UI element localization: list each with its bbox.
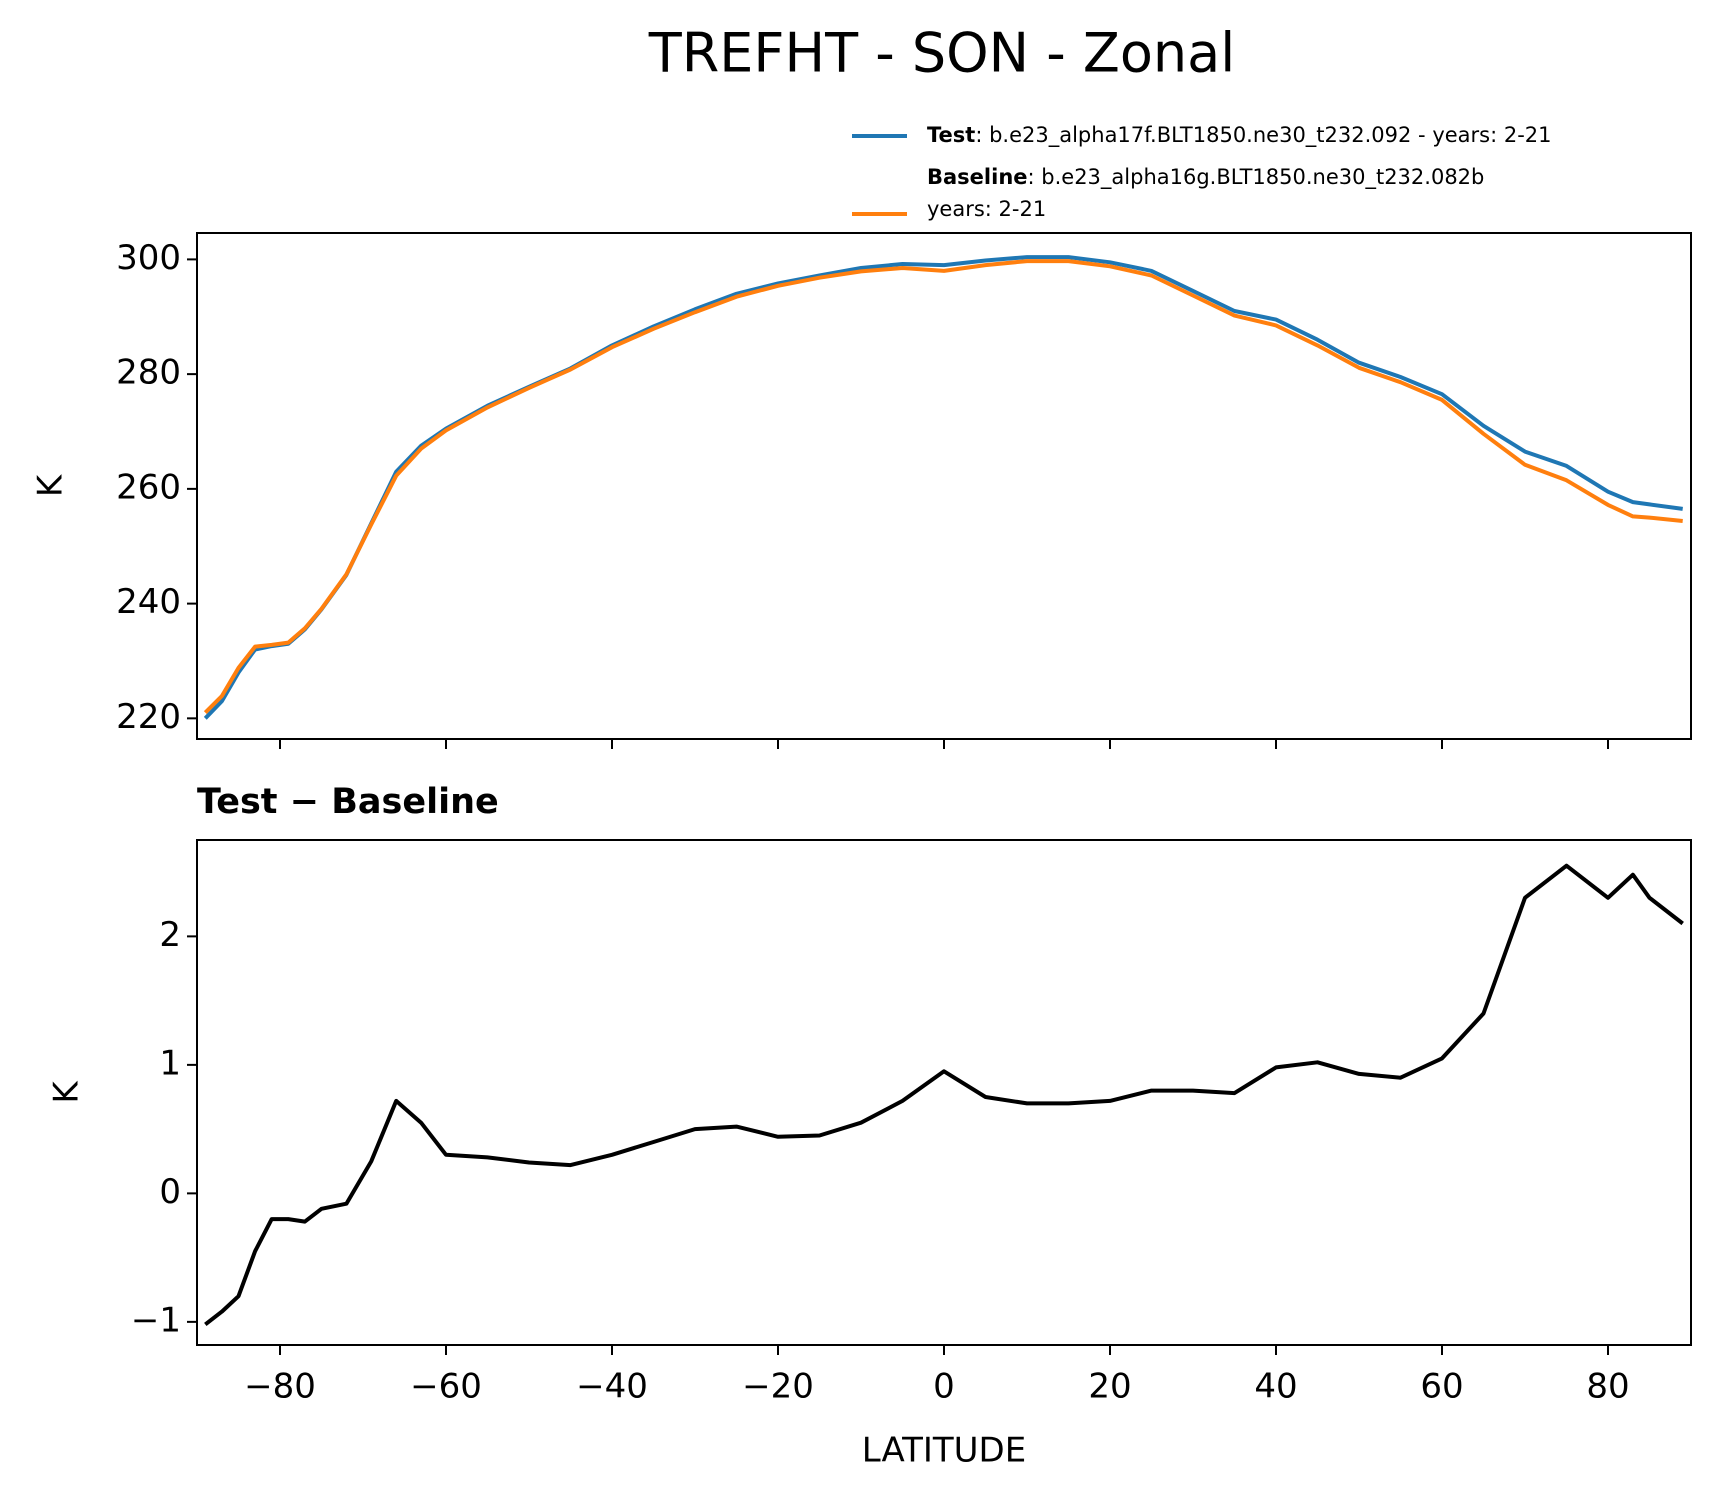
y-tick-label: 300 <box>116 238 181 278</box>
x-tick-label: 0 <box>933 1367 955 1407</box>
legend-name: Test <box>927 123 975 147</box>
legend-label: : b.e23_alpha17f.BLT1850.ne30_t232.092 -… <box>975 123 1551 148</box>
y-tick-label: 2 <box>159 915 181 955</box>
y-axis-label: K <box>31 473 71 497</box>
legend-entry: Test: b.e23_alpha17f.BLT1850.ne30_t232.0… <box>927 123 1552 148</box>
legend-label: : b.e23_alpha16g.BLT1850.ne30_t232.082b <box>1028 165 1485 190</box>
x-tick-label: −40 <box>576 1367 648 1407</box>
data-line <box>204 863 1684 1326</box>
y-tick-label: 260 <box>116 467 181 507</box>
x-tick-label: 80 <box>1586 1367 1629 1407</box>
legend-entry: Baseline: b.e23_alpha16g.BLT1850.ne30_t2… <box>927 165 1484 190</box>
y-tick-label: −1 <box>131 1300 181 1340</box>
y-tick-label: 240 <box>116 582 181 622</box>
x-tick-label: 40 <box>1254 1367 1297 1407</box>
data-line <box>203 259 1683 715</box>
x-axis-label: LATITUDE <box>862 1431 1026 1471</box>
axes-frame <box>196 839 1692 1346</box>
x-tick-label: 60 <box>1420 1367 1463 1407</box>
y-tick-label: 280 <box>116 353 181 393</box>
legend-label: years: 2-21 <box>927 197 1046 221</box>
x-tick-label: −80 <box>244 1367 316 1407</box>
axes-frame <box>196 232 1692 740</box>
legend-name: Baseline <box>927 165 1028 189</box>
y-tick-label: 220 <box>116 697 181 737</box>
subplot-title: Test − Baseline <box>197 782 499 822</box>
data-line <box>203 255 1683 720</box>
y-axis-label: K <box>47 1080 87 1104</box>
y-tick-label: 1 <box>159 1043 181 1083</box>
x-tick-label: 20 <box>1088 1367 1131 1407</box>
x-tick-label: −20 <box>742 1367 814 1407</box>
chart-title: TREFHT - SON - Zonal <box>648 22 1235 85</box>
y-tick-label: 0 <box>159 1172 181 1212</box>
x-tick-label: −60 <box>410 1367 482 1407</box>
